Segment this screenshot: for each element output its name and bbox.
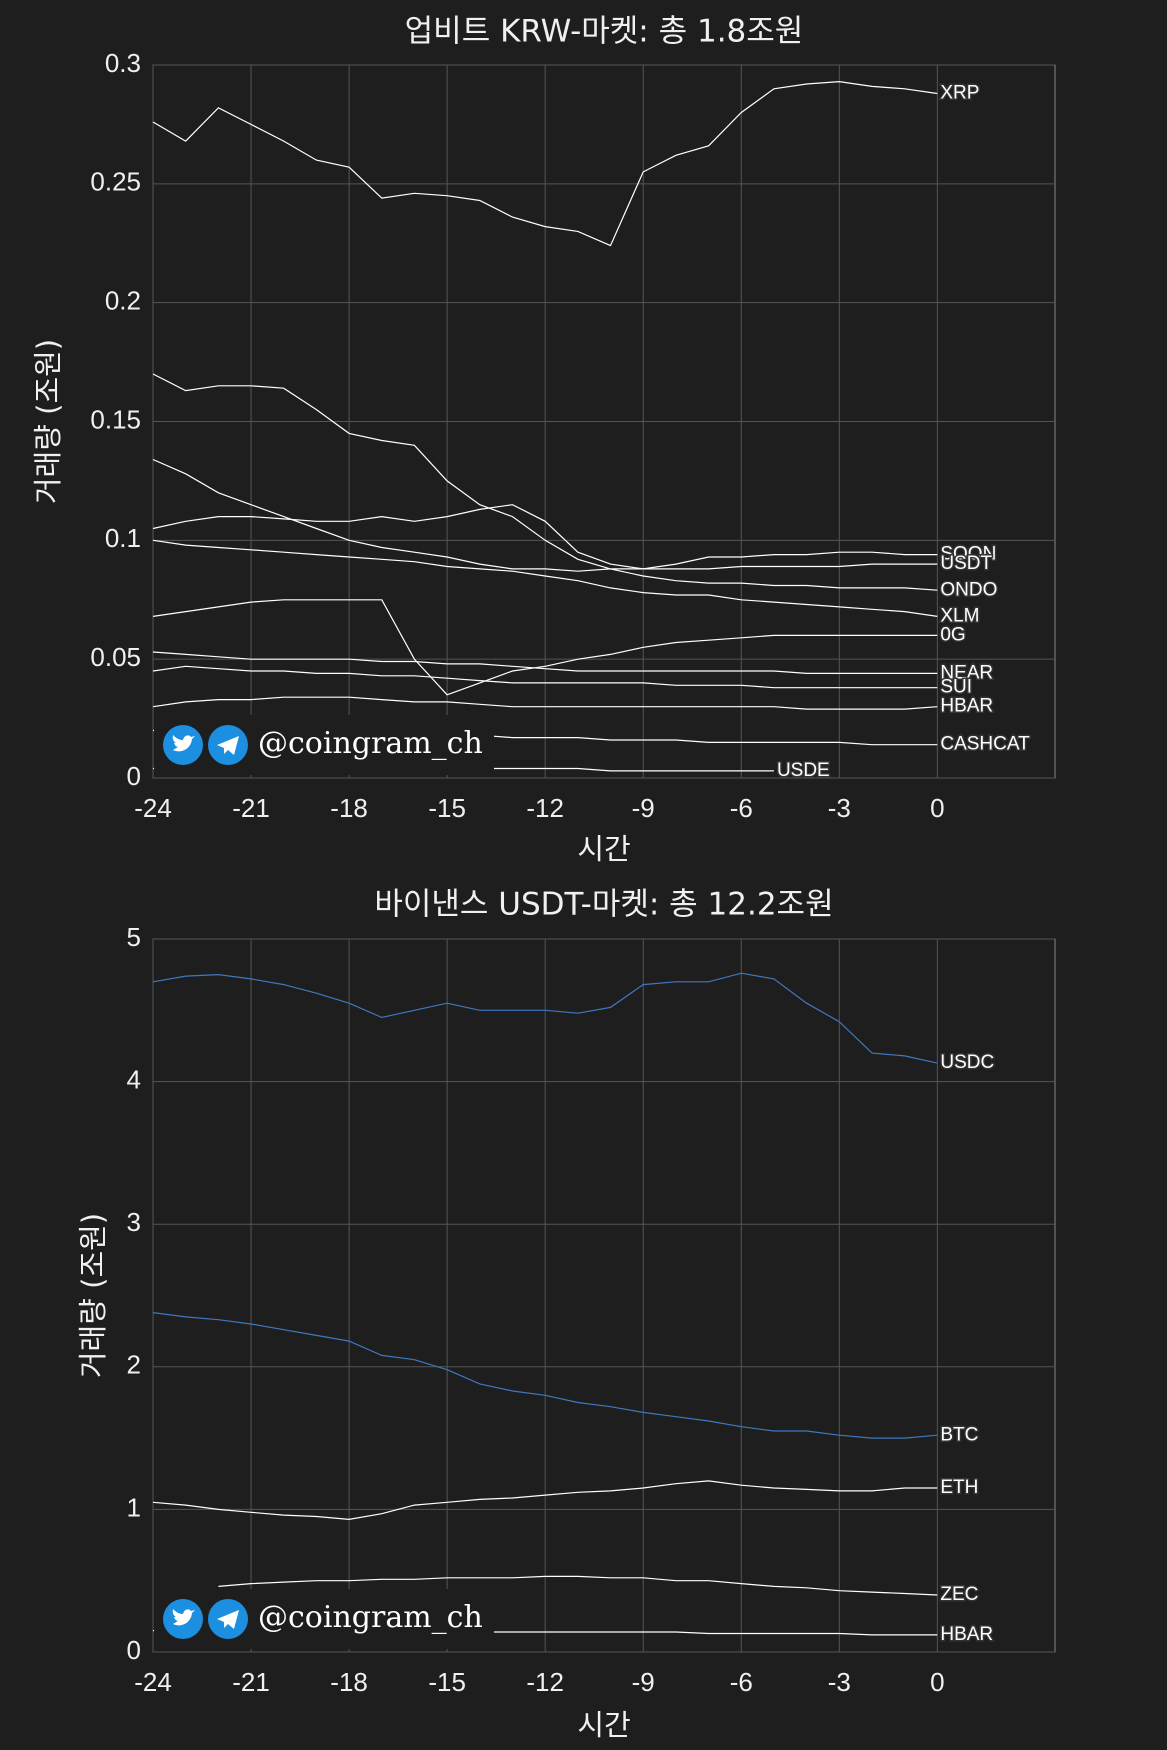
y-axis-label: 거래량 (조원) [76,1213,110,1378]
x-tick-label: -21 [232,1667,270,1697]
series-label: USDE [777,760,830,781]
series-line [152,696,938,710]
series-line [152,599,938,696]
x-tick-label: -15 [428,793,466,823]
series-label: BTC [940,1424,978,1445]
y-tick-label: 0.15 [90,404,141,434]
y-tick-label: 4 [127,1064,141,1094]
series-label: XLM [940,605,979,626]
chart-title: 바이낸스 USDT-마켓: 총 12.2조원 [374,887,833,923]
series-label: SUI [940,677,972,698]
series-label: 0G [940,624,965,645]
y-axis-label: 거래량 (조원) [31,339,65,504]
y-tick-label: 5 [127,922,141,952]
y-tick-label: 3 [127,1207,141,1237]
x-tick-label: -24 [134,1667,172,1697]
watermark: @coingram_ch [258,1600,483,1635]
series-line [152,972,938,1064]
series-line [152,373,938,591]
series-label: CASHCAT [940,734,1030,755]
x-tick-label: -18 [330,1667,368,1697]
y-tick-label: 0.1 [105,523,141,553]
series-line [152,665,938,689]
x-tick-label: -24 [134,793,172,823]
series-line [218,1575,938,1596]
x-tick-label: -15 [428,1667,466,1697]
series-label: ZEC [940,1584,978,1605]
series-label: ONDO [940,579,997,600]
series-line [152,1312,938,1439]
x-axis-label: 시간 [577,1708,630,1742]
y-tick-label: 0.25 [90,167,141,197]
series-label: HBAR [940,1624,993,1645]
x-tick-label: -6 [730,793,753,823]
y-tick-label: 1 [127,1492,141,1522]
series-line [152,80,938,247]
series-line [152,651,938,674]
x-axis-label: 시간 [577,832,630,866]
series-label: HBAR [940,696,993,717]
y-tick-label: 0.2 [105,286,141,316]
x-tick-label: -3 [828,793,851,823]
y-tick-label: 0 [127,1635,141,1665]
series-line [152,539,938,617]
series-label: USDC [940,1052,994,1073]
x-tick-label: -6 [730,1667,753,1697]
x-tick-label: -12 [526,1667,564,1697]
series-label: SOON [940,544,996,565]
x-tick-label: -9 [632,793,655,823]
series-label: XRP [940,83,979,104]
y-tick-label: 0 [127,761,141,791]
x-tick-label: -12 [526,793,564,823]
y-tick-label: 0.3 [105,48,141,78]
chart-title: 업비트 KRW-마켓: 총 1.8조원 [405,14,804,50]
series-line [152,458,938,572]
x-tick-label: -21 [232,793,270,823]
plot-area [152,938,1056,1653]
series-label: NEAR [940,662,993,683]
y-tick-label: 2 [127,1350,141,1380]
x-tick-label: 0 [930,1667,944,1697]
series-label: ETH [940,1477,978,1498]
x-tick-label: -9 [632,1667,655,1697]
x-tick-label: -3 [828,1667,851,1697]
x-tick-label: -18 [330,793,368,823]
series-line [152,504,938,570]
x-tick-label: 0 [930,793,944,823]
series-line [152,1480,938,1521]
watermark: @coingram_ch [258,726,483,761]
series-label: USDT [940,553,992,574]
y-tick-label: 0.05 [90,642,141,672]
